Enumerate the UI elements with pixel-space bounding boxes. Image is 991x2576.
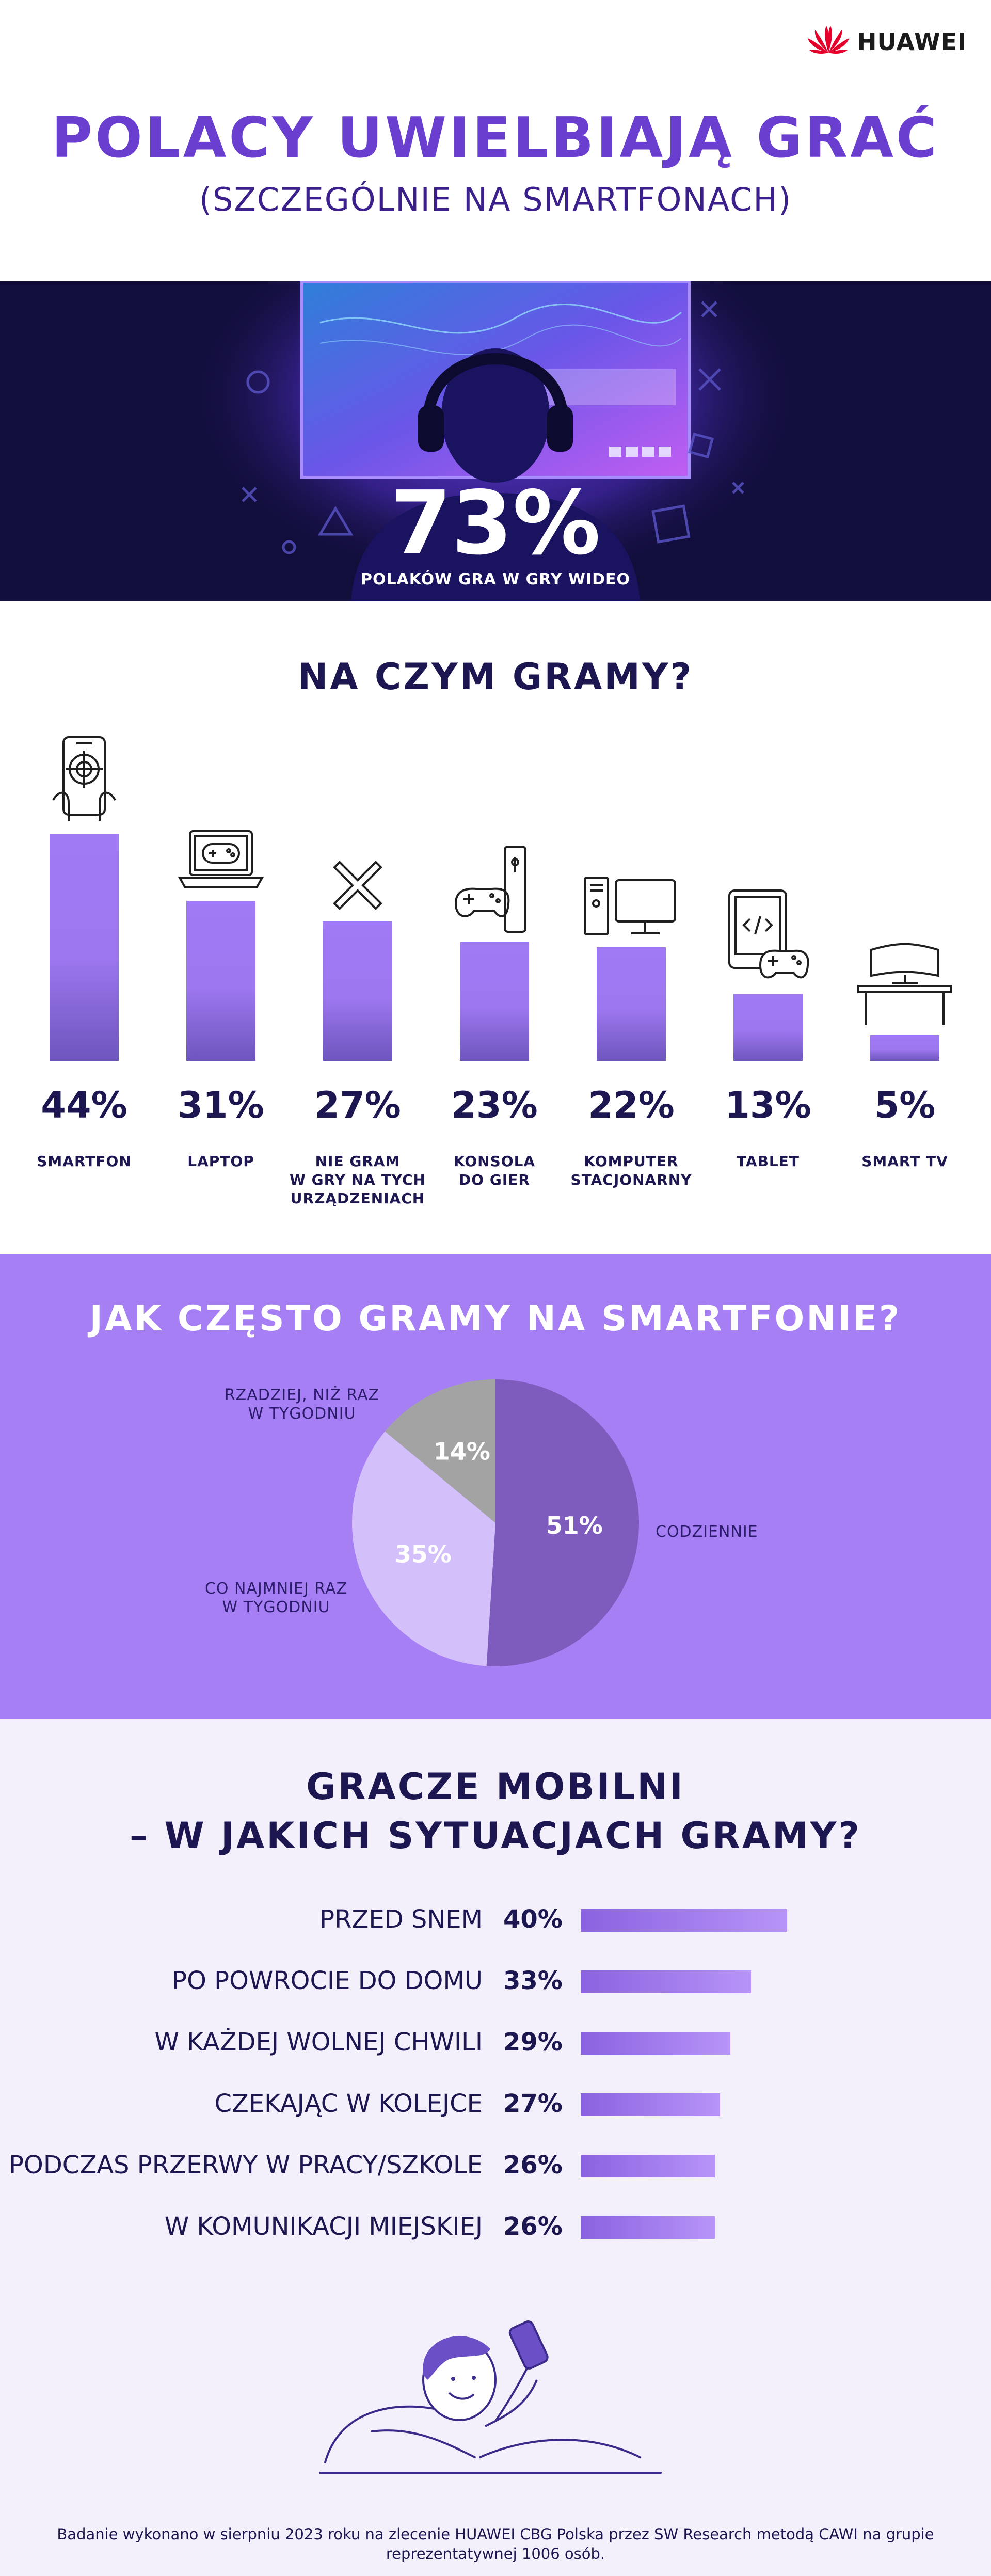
desktop-computer-icon bbox=[582, 872, 680, 942]
situation-value-label: 29% bbox=[503, 2028, 563, 2057]
situation-label: CZEKAJĄC W KOLEJCE bbox=[214, 2089, 483, 2118]
situation-value-label: 26% bbox=[503, 2212, 563, 2241]
situations-section: GRACZE MOBILNI – W JAKICH SYTUACJACH GRA… bbox=[0, 1719, 991, 2576]
situation-bar bbox=[581, 2216, 715, 2239]
situations-bar-chart: PRZED SNEM 40% PO POWROCIE DO DOMU 33% W KAŻ… bbox=[0, 1719, 991, 2576]
devices-chart-title: NA CZYM GRAMY? bbox=[297, 656, 694, 698]
gamer-illustration bbox=[175, 281, 816, 601]
situation-label: W KOMUNIKACJI MIEJSKIEJ bbox=[164, 2212, 483, 2241]
pie-label-daily: CODZIENNIE bbox=[656, 1523, 758, 1541]
console-icon bbox=[451, 841, 538, 936]
frequency-section: JAK CZĘSTO GRAMY NA SMARTFONIE? 51% 35% 14… bbox=[0, 1254, 991, 1719]
page-title: POLACY UWIELBIAJĄ GRAĆ bbox=[51, 106, 940, 170]
hero-percentage: 73% bbox=[390, 472, 601, 575]
pie-slice bbox=[385, 1379, 496, 1523]
device-value-label: 27% bbox=[314, 1084, 401, 1126]
situation-label: PODCZAS PRZERWY W PRACY/SZKOLE bbox=[9, 2151, 483, 2180]
huawei-logo: HUAWEI bbox=[805, 21, 966, 62]
pie-value-label: 14% bbox=[434, 1438, 490, 1466]
frequency-pie-chart: 51% 35% 14% bbox=[352, 1379, 640, 1666]
footnote: Badanie wykonano w sierpniu 2023 roku na… bbox=[57, 2525, 934, 2563]
device-bar bbox=[460, 942, 529, 1061]
brand-name: HUAWEI bbox=[857, 28, 967, 56]
smart-tv-icon bbox=[856, 934, 954, 1029]
situation-value-label: 27% bbox=[503, 2089, 563, 2118]
device-bar bbox=[733, 994, 803, 1061]
situation-value-label: 40% bbox=[503, 1905, 563, 1934]
device-value-label: 31% bbox=[178, 1084, 264, 1126]
smartphone-icon bbox=[48, 733, 120, 828]
situation-bar bbox=[581, 2032, 730, 2055]
hero-banner: 73% POLAKÓW GRA W GRY WIDEO bbox=[0, 281, 991, 601]
situation-bar bbox=[581, 2093, 720, 2116]
situation-label: PO POWROCIE DO DOMU bbox=[172, 1966, 483, 1995]
devices-bar-chart: 44% SMARTFON 31% LAPTOP 27% NIE GRAM W GRY NA… bbox=[0, 0, 991, 1254]
situation-value-label: 33% bbox=[503, 1966, 563, 1995]
device-category-label: TABLET bbox=[736, 1153, 800, 1170]
device-category-label: KOMPUTER STACJONARNY bbox=[570, 1153, 692, 1188]
device-bar bbox=[597, 947, 666, 1061]
page-subtitle: (SZCZEGÓLNIE NA SMARTFONACH) bbox=[199, 181, 792, 218]
person-in-bed-illustration bbox=[319, 2320, 662, 2474]
device-category-label: SMART TV bbox=[861, 1153, 948, 1170]
pie-slice bbox=[486, 1379, 640, 1666]
tablet-icon bbox=[724, 888, 812, 988]
pie-value-label: 51% bbox=[546, 1512, 603, 1539]
x-icon bbox=[329, 857, 386, 916]
device-value-label: 22% bbox=[588, 1084, 675, 1126]
device-value-label: 13% bbox=[725, 1084, 811, 1126]
laptop-icon bbox=[177, 826, 265, 895]
device-value-label: 5% bbox=[874, 1084, 936, 1126]
device-category-label: NIE GRAM W GRY NA TYCH URZĄDZENIACH bbox=[290, 1153, 426, 1207]
device-value-label: 44% bbox=[41, 1084, 127, 1126]
device-bar bbox=[186, 901, 255, 1061]
situation-value-label: 26% bbox=[503, 2151, 563, 2180]
device-value-label: 23% bbox=[451, 1084, 538, 1126]
situation-label: PRZED SNEM bbox=[319, 1905, 483, 1934]
device-category-label: LAPTOP bbox=[187, 1153, 254, 1170]
situation-bar bbox=[581, 2155, 715, 2177]
pie-value-label: 35% bbox=[395, 1540, 452, 1568]
device-category-label: KONSOLA DO GIER bbox=[453, 1153, 536, 1188]
situations-title-line1: GRACZE MOBILNI bbox=[306, 1766, 685, 1808]
pie-slice bbox=[352, 1431, 496, 1666]
device-bar bbox=[870, 1035, 939, 1061]
pie-label-weekly: CO NAJMNIEJ RAZ W TYGODNIU bbox=[204, 1580, 348, 1616]
situations-title-line2: – W JAKICH SYTUACJACH GRAMY? bbox=[130, 1815, 861, 1857]
situation-label: W KAŻDEJ WOLNEJ CHWILI bbox=[154, 2028, 483, 2057]
frequency-chart-title: JAK CZĘSTO GRAMY NA SMARTFONIE? bbox=[89, 1298, 902, 1339]
hero-caption: POLAKÓW GRA W GRY WIDEO bbox=[360, 570, 631, 589]
pie-label-rarely: RZADZIEJ, NIŻ RAZ W TYGODNIU bbox=[224, 1386, 380, 1423]
device-category-label: SMARTFON bbox=[37, 1153, 132, 1170]
device-bar bbox=[50, 834, 119, 1061]
situation-bar bbox=[581, 1970, 751, 1993]
device-bar bbox=[323, 921, 392, 1061]
huawei-flower-icon bbox=[808, 26, 849, 54]
situation-bar bbox=[581, 1909, 787, 1932]
